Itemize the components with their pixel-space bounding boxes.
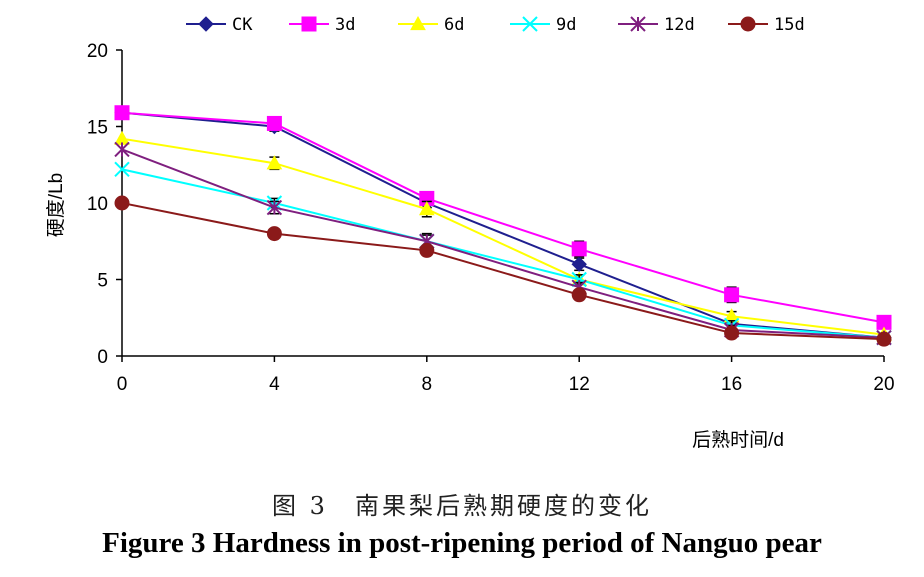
legend-marker: [198, 16, 214, 32]
legend-marker: [410, 15, 426, 31]
data-point: [266, 226, 282, 242]
data-point: [266, 115, 282, 131]
data-point: [418, 201, 435, 216]
y-tick-label: 10: [87, 194, 108, 215]
x-tick-label: 20: [873, 374, 894, 395]
x-axis-label: 后熟时间/d: [692, 429, 784, 451]
data-point: [114, 141, 130, 158]
legend-label: CK: [232, 15, 253, 35]
y-axis-ticks: 0 5 10 15 20: [87, 41, 122, 368]
series-line: [121, 202, 885, 341]
series-3d: [114, 105, 892, 330]
data-point: [571, 256, 587, 272]
legend-item-12d: 12d: [618, 15, 695, 35]
data-point: [114, 161, 130, 178]
series-6d: [114, 130, 892, 341]
data-point: [571, 287, 587, 303]
x-tick-label: 12: [569, 374, 590, 395]
data-point: [876, 331, 892, 347]
data-point: [419, 242, 435, 258]
data-point: [266, 155, 283, 170]
data-point: [571, 271, 587, 288]
data-point: [724, 325, 740, 341]
y-tick-label: 0: [97, 347, 108, 368]
data-point: [266, 199, 283, 216]
x-tick-label: 0: [117, 374, 128, 395]
legend-item-9d: 9d: [510, 15, 576, 35]
data-point: [571, 241, 587, 257]
series-line: [121, 137, 885, 336]
legend-label: 3d: [335, 15, 355, 35]
series-line: [121, 168, 885, 339]
y-tick-label: 20: [87, 41, 108, 62]
legend-marker: [301, 16, 317, 32]
y-tick-label: 15: [87, 118, 108, 139]
y-axis-label: 硬度/Lb: [45, 173, 67, 237]
y-tick-label: 5: [97, 271, 108, 292]
chart-axes: [121, 50, 884, 357]
figure-caption-english: Figure 3 Hardness in post-ripening perio…: [102, 527, 822, 559]
x-tick-label: 16: [721, 374, 742, 395]
data-point: [114, 105, 130, 121]
series-line: [121, 111, 885, 324]
legend-marker: [740, 16, 756, 32]
legend-label: 12d: [664, 15, 695, 35]
data-point: [724, 287, 740, 303]
legend-item-15d: 15d: [728, 15, 805, 35]
marker-stroke: [522, 16, 538, 32]
legend-item-3d: 3d: [289, 15, 355, 35]
legend-label: 9d: [556, 15, 576, 35]
legend-label: 15d: [774, 15, 805, 35]
series-line: [121, 111, 885, 339]
data-point: [114, 195, 130, 211]
chart-legend: CK 3d 6d 9d 12d 15d: [186, 15, 805, 35]
legend-marker: [522, 16, 538, 32]
figure-caption-chinese: 图 3 南果梨后熟期硬度的变化: [272, 492, 652, 520]
x-axis-ticks: 0 4 8 12 16 20: [117, 356, 895, 395]
series-15d: [114, 195, 892, 347]
series-9d: [114, 161, 892, 346]
x-tick-label: 8: [422, 374, 433, 395]
legend-item-CK: CK: [186, 15, 253, 35]
legend-marker: [630, 16, 646, 32]
x-tick-label: 4: [269, 374, 280, 395]
marker-stroke: [114, 161, 130, 178]
legend-item-6d: 6d: [398, 15, 464, 35]
legend-label: 6d: [444, 15, 464, 35]
marker-stroke: [571, 271, 587, 288]
series-line: [121, 148, 885, 339]
plot-series: [114, 105, 892, 347]
